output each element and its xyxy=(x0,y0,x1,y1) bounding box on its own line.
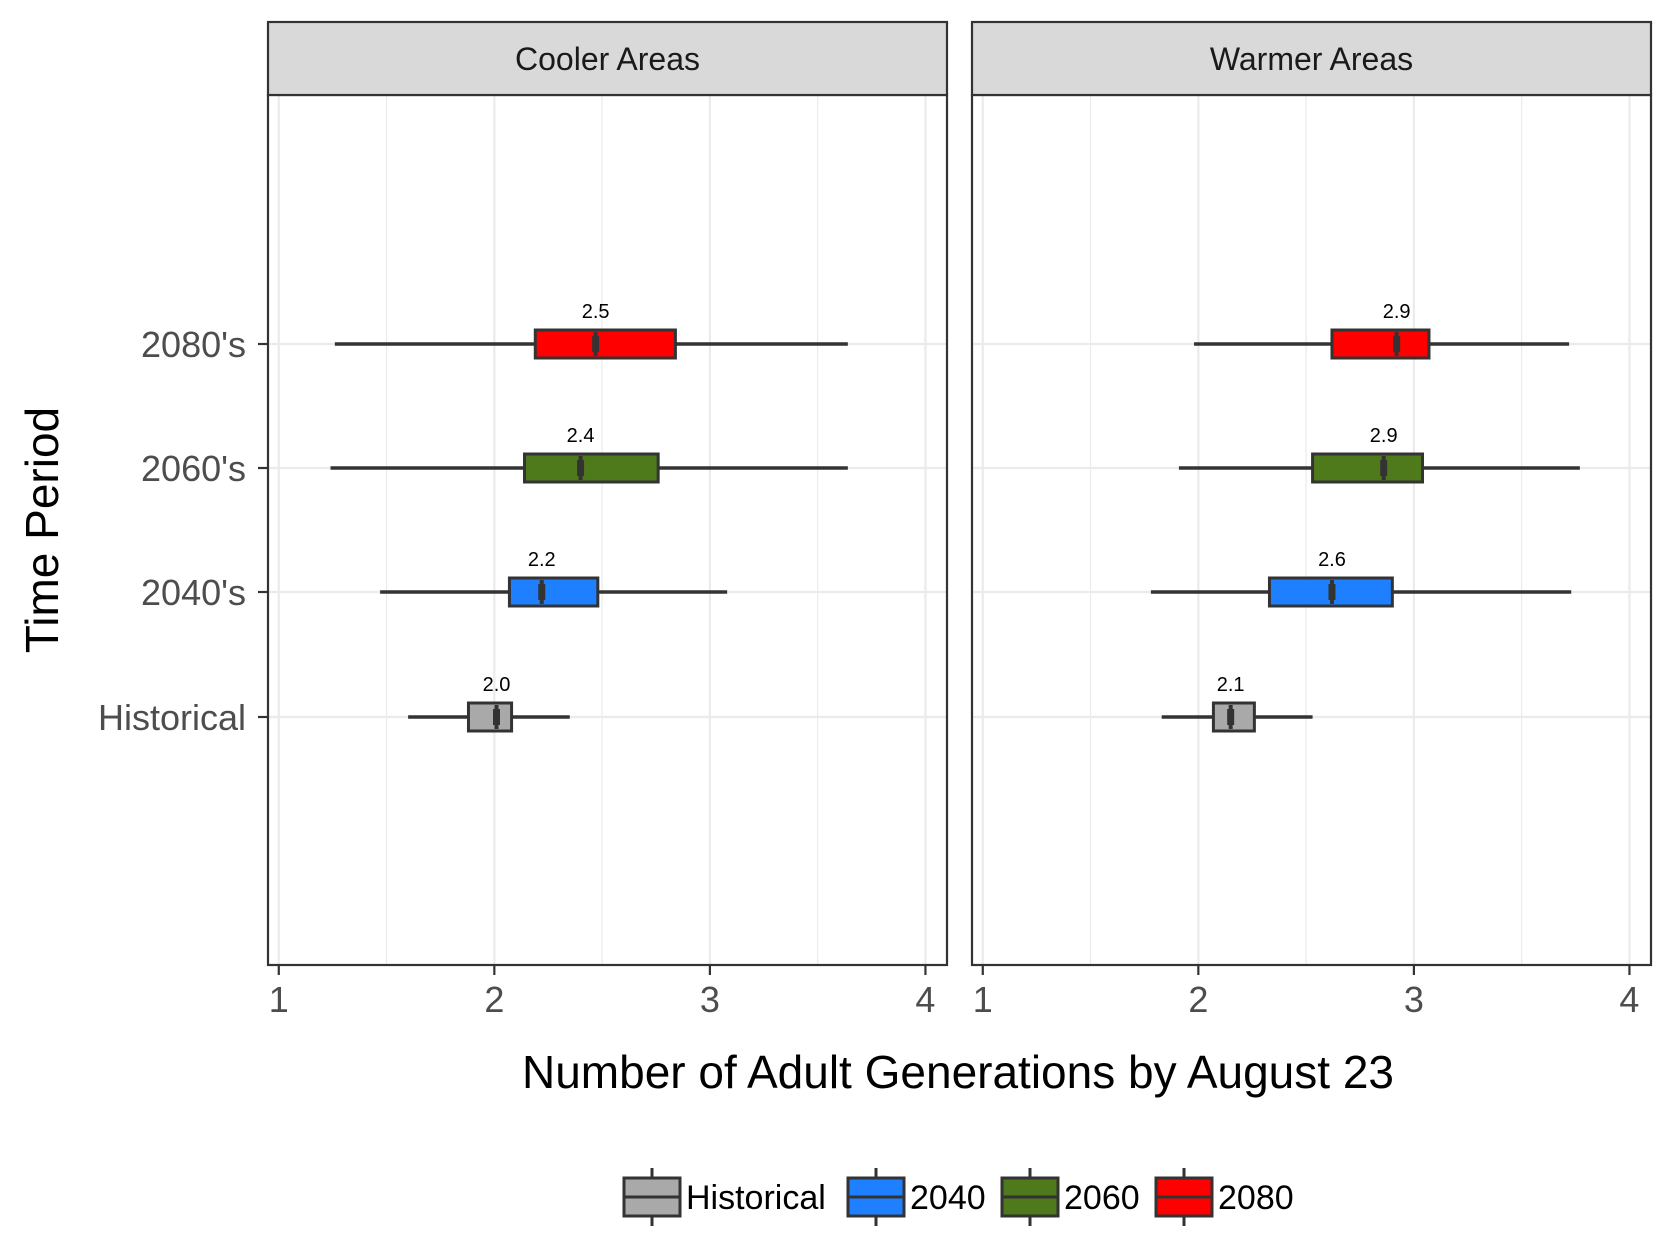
strip-title: Cooler Areas xyxy=(515,41,700,77)
x-tick-label: 2 xyxy=(1188,979,1208,1020)
median-label: 2.9 xyxy=(1383,301,1411,323)
x-tick-label: 1 xyxy=(269,979,289,1020)
median-label: 2.6 xyxy=(1318,549,1346,571)
y-tick-label: 2080's xyxy=(141,324,246,365)
legend-label: 2080 xyxy=(1218,1179,1294,1217)
legend: Historical 2040 2060 2080 xyxy=(622,1168,1294,1226)
y-axis-title: Time Period xyxy=(16,407,68,653)
legend-label: Historical xyxy=(686,1179,826,1217)
panel-warmer-areas: 2.1 2.6 2.9 2.9 Warmer Areas 1 2 3 4 xyxy=(970,20,1653,1020)
x-tick-label: 2 xyxy=(484,979,504,1020)
legend-item-2040: 2040 xyxy=(846,1168,986,1226)
legend-label: 2040 xyxy=(910,1179,986,1217)
box-historical: 2.0 xyxy=(408,674,570,733)
box-2040-s: 2.2 xyxy=(380,549,728,608)
y-tick-label: 2040's xyxy=(141,572,246,613)
box-rect xyxy=(1330,328,1431,360)
median-label: 2.2 xyxy=(528,549,556,571)
panels: 2.0 2.2 2.4 2.5 Cooler Areas 1 2 3 4 2.1 2.6 2.9 2.9… xyxy=(98,20,1653,1020)
box-2060-s: 2.4 xyxy=(330,425,848,484)
median-label: 2.0 xyxy=(483,674,511,696)
x-axis-title: Number of Adult Generations by August 23 xyxy=(522,1046,1394,1098)
median-label: 2.1 xyxy=(1217,674,1245,696)
box-rect xyxy=(523,452,660,484)
y-axis: Historical 2040's 2060's 2080's xyxy=(98,324,268,738)
legend-item-2080: 2080 xyxy=(1154,1168,1294,1226)
box-2080-s: 2.5 xyxy=(334,301,848,360)
x-tick-label: 4 xyxy=(1619,979,1639,1020)
box-historical: 2.1 xyxy=(1161,674,1313,733)
panel-background xyxy=(972,95,1651,965)
y-tick-label: 2060's xyxy=(141,448,246,489)
strip-background xyxy=(970,20,1653,97)
panel-cooler-areas: 2.0 2.2 2.4 2.5 Cooler Areas 1 2 3 4 xyxy=(266,20,949,1020)
legend-item-historical: Historical xyxy=(622,1168,826,1226)
box-2040-s: 2.6 xyxy=(1150,549,1572,608)
panel-background xyxy=(268,95,947,965)
box-rect xyxy=(1311,452,1425,484)
box-rect xyxy=(466,701,514,733)
median-label: 2.9 xyxy=(1370,425,1398,447)
x-tick-label: 3 xyxy=(700,979,720,1020)
box-rect xyxy=(533,328,677,360)
median-label: 2.5 xyxy=(582,301,610,323)
x-tick-label: 4 xyxy=(915,979,935,1020)
box-rect xyxy=(507,576,600,608)
median-label: 2.4 xyxy=(567,425,595,447)
legend-label: 2060 xyxy=(1064,1179,1140,1217)
legend-item-2060: 2060 xyxy=(1000,1168,1140,1226)
strip-background xyxy=(266,20,949,97)
box-2080-s: 2.9 xyxy=(1194,301,1570,360)
box-2060-s: 2.9 xyxy=(1178,425,1580,484)
strip-title: Warmer Areas xyxy=(1210,41,1413,77)
x-tick-label: 1 xyxy=(973,979,993,1020)
x-tick-label: 3 xyxy=(1404,979,1424,1020)
y-tick-label: Historical xyxy=(98,697,246,738)
